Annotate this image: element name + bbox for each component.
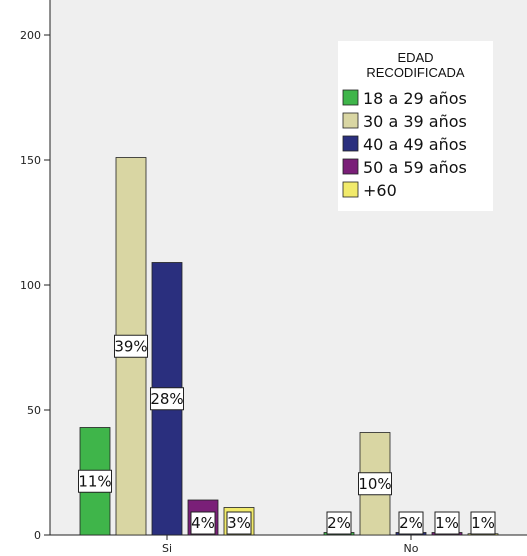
legend-title: EDAD RECODIFICADA [366, 50, 465, 80]
data-label-text: 28% [150, 390, 183, 408]
x-category-label: No [404, 542, 419, 555]
data-label-text: 2% [399, 514, 423, 532]
y-tick-label: 200 [20, 29, 41, 42]
legend-swatch [342, 112, 359, 129]
data-label-box [470, 511, 496, 535]
x-category-label: Si [162, 542, 172, 555]
legend-title-line: RECODIFICADA [366, 65, 465, 80]
legend-label: 40 a 49 años [363, 135, 467, 154]
legend-items: 18 a 29 años 30 a 39 años 40 a 49 años 50 a… [342, 89, 467, 200]
data-label: 2% [326, 511, 352, 535]
legend-swatch [342, 89, 359, 106]
y-tick-label: 50 [27, 404, 41, 417]
data-label-box [114, 334, 148, 358]
y-tick-label: 100 [20, 279, 41, 292]
data-label-text: 10% [358, 475, 391, 493]
y-axis-ticks: 0 50 100 150 200 [20, 29, 50, 542]
data-label-box [150, 387, 184, 411]
legend-item: 18 a 29 años [342, 89, 467, 108]
legend-label: 30 a 39 años [363, 112, 467, 131]
legend-item: 30 a 39 años [342, 112, 467, 131]
data-label: 1% [434, 511, 460, 535]
data-label: 4% [190, 511, 216, 535]
data-label-box [78, 469, 112, 493]
data-label-box [226, 511, 252, 535]
data-label-box [190, 511, 216, 535]
data-label: 2% [398, 511, 424, 535]
legend-title-line: EDAD [397, 50, 433, 65]
data-label-text: 11% [78, 472, 111, 490]
legend-swatch [342, 181, 359, 198]
data-label-text: 1% [435, 514, 459, 532]
data-label-box [326, 511, 352, 535]
data-label-box [398, 511, 424, 535]
data-label-text: 4% [191, 514, 215, 532]
y-tick-label: 0 [34, 529, 41, 542]
x-axis-categories: Si No [162, 535, 419, 555]
data-label-text: 2% [327, 514, 351, 532]
legend: EDAD RECODIFICADA 18 a 29 años 30 a 39 año… [338, 41, 493, 211]
data-labels: 11% 39% 28% 4% 3% 2% 10% 2% 1% 1% [78, 334, 496, 535]
data-label-text: 3% [227, 514, 251, 532]
data-label-box [358, 472, 392, 496]
y-tick-label: 150 [20, 154, 41, 167]
legend-item: 40 a 49 años [342, 135, 467, 154]
data-label: 39% [114, 334, 148, 358]
data-label: 3% [226, 511, 252, 535]
legend-box [338, 41, 493, 211]
data-label: 28% [150, 387, 184, 411]
legend-item: 50 a 59 años [342, 158, 467, 177]
legend-label: +60 [363, 181, 397, 200]
legend-swatch [342, 158, 359, 175]
data-label-box [434, 511, 460, 535]
data-label: 11% [78, 469, 112, 493]
legend-label: 50 a 59 años [363, 158, 467, 177]
legend-swatch [342, 135, 359, 152]
data-label-text: 1% [471, 514, 495, 532]
data-label: 1% [470, 511, 496, 535]
legend-label: 18 a 29 años [363, 89, 467, 108]
data-label: 10% [358, 472, 392, 496]
data-label-text: 39% [114, 337, 147, 355]
legend-item: +60 [342, 181, 397, 200]
